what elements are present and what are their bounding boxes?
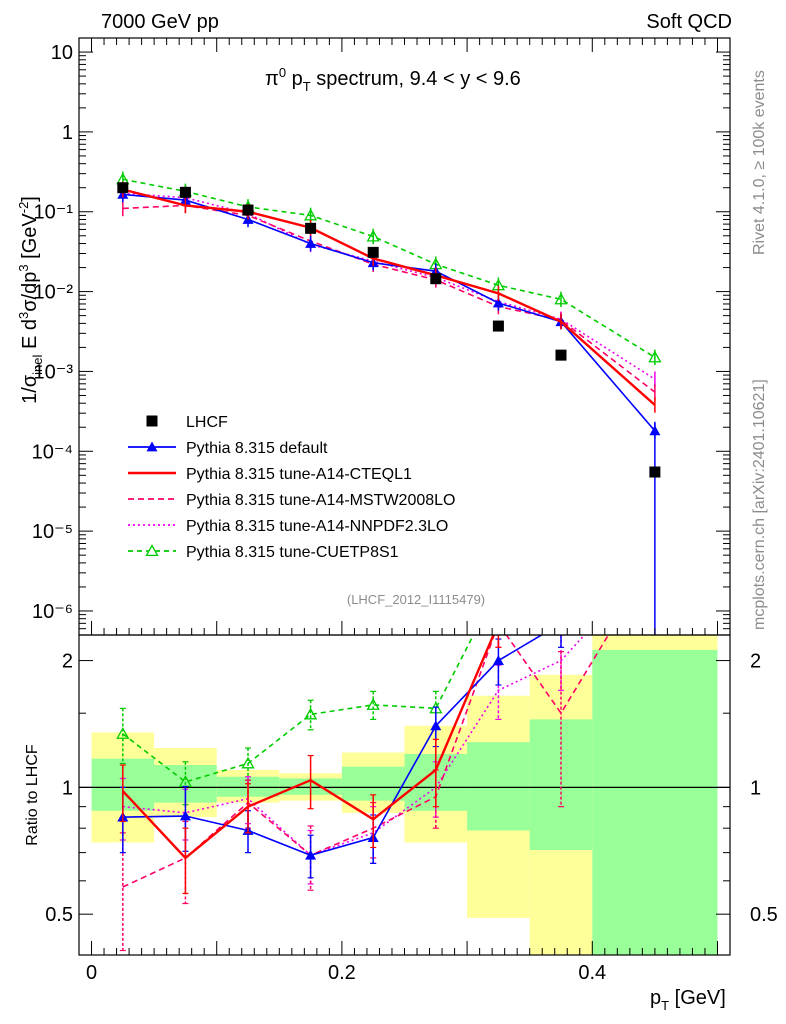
x-tick-label: 0 xyxy=(86,962,97,984)
x-tick-label: 0.2 xyxy=(328,962,356,984)
ratio-y-tick-label-right: 0.5 xyxy=(750,904,778,926)
series-marker xyxy=(554,292,568,305)
legend: LHCF Pythia 8.315 default Pythia 8.315 tun… xyxy=(128,414,455,561)
legend-label: Pythia 8.315 tune-A14-NNPDF2.3LO xyxy=(186,518,448,535)
series-ratio-marker xyxy=(116,726,130,739)
series-marker xyxy=(492,297,504,308)
series-marker xyxy=(648,350,662,363)
ratio-series xyxy=(116,553,610,952)
axes: 10⁻⁶ 10⁻⁵ 10⁻⁴ 10⁻³ 10⁻² 10⁻¹ 1 10 0.5 0.5 1 1 2 2 0 0.… xyxy=(32,37,778,984)
y-tick-label: 10⁻¹ xyxy=(34,202,74,224)
legend-label: Pythia 8.315 default xyxy=(186,440,328,457)
ratio-y-tick-label: 2 xyxy=(62,651,73,673)
legend-marker xyxy=(146,441,158,452)
y-tick-label: 10⁻² xyxy=(34,282,74,304)
main-frame xyxy=(78,37,731,636)
y-tick-label: 1 xyxy=(62,122,73,144)
data-point-lhcf xyxy=(555,349,567,361)
series-ratio-marker xyxy=(492,655,504,665)
chart-title: π0 pT spectrum, 9.4 < y < 9.6 xyxy=(265,65,521,94)
ratio-y-tick-label-right: 1 xyxy=(750,777,761,799)
series-ratio-marker xyxy=(179,810,191,821)
y-axis-label: 1/σinel E d3σ/dp3 [GeV-2] xyxy=(16,196,45,404)
data-point-lhcf xyxy=(649,466,661,478)
ratio-y-tick-label: 0.5 xyxy=(45,904,73,926)
legend-label: Pythia 8.315 tune-CUETP8S1 xyxy=(186,544,399,561)
ratio-y-tick-label-right: 2 xyxy=(750,651,761,673)
legend-label: Pythia 8.315 tune-A14-MSTW2008LO xyxy=(186,492,455,509)
data-point-lhcf xyxy=(117,182,129,194)
band-green-bin xyxy=(467,742,530,831)
series-ratio-marker xyxy=(366,698,380,710)
data-point-lhcf xyxy=(242,204,254,216)
data-point-lhcf xyxy=(367,246,379,258)
y-tick-label: 10 xyxy=(51,42,73,64)
legend-marker xyxy=(145,544,159,557)
series-marker xyxy=(305,238,317,248)
header-right: Soft QCD xyxy=(646,11,732,33)
data-point-lhcf xyxy=(305,222,317,234)
series-ratio-marker xyxy=(241,756,255,769)
data-point-lhcf xyxy=(179,186,191,198)
series-line-main xyxy=(122,193,656,432)
series-marker xyxy=(304,208,318,221)
ratio-y-tick-label: 1 xyxy=(62,777,73,799)
band-green-bin xyxy=(529,719,593,851)
analysis-id: (LHCF_2012_I1115479) xyxy=(347,592,485,607)
data-point-lhcf xyxy=(492,320,504,332)
series-marker xyxy=(366,229,380,242)
y-tick-label: 10⁻⁵ xyxy=(32,521,73,543)
y-tick-label: 10⁻⁶ xyxy=(32,601,73,623)
legend-label-lhcf: LHCF xyxy=(186,414,228,431)
series-line-main xyxy=(122,192,656,380)
y-tick-label: 10⁻³ xyxy=(34,361,74,383)
series-line-main xyxy=(122,188,656,406)
series-ratio-marker xyxy=(555,618,566,628)
header-left: 7000 GeV pp xyxy=(101,11,219,33)
ratio-uncertainty-bands xyxy=(79,635,730,955)
main-series xyxy=(116,171,662,635)
series-line-main xyxy=(122,204,656,393)
series-ratio-marker xyxy=(304,707,318,720)
series-ratio-marker xyxy=(305,849,317,860)
y-tick-label: 10⁻⁴ xyxy=(32,441,73,463)
series-ratio-marker xyxy=(493,581,504,591)
x-axis-label: pT [GeV] xyxy=(650,987,726,1013)
mcplots-label: mcplots.cern.ch [arXiv:2401.10621] xyxy=(751,379,768,630)
series-ratio-marker xyxy=(430,720,442,731)
x-tick-label: 0.4 xyxy=(578,962,606,984)
series-ratio-marker xyxy=(555,553,566,563)
ratio-y-axis-label: Ratio to LHCF xyxy=(24,744,41,846)
legend-marker-lhcf xyxy=(146,415,158,427)
series-line-main xyxy=(122,178,656,359)
band-green-bin xyxy=(592,649,718,955)
legend-label: Pythia 8.315 tune-A14-CTEQL1 xyxy=(186,466,412,483)
rivet-label: Rivet 4.1.0, ≥ 100k events xyxy=(751,70,768,255)
data-point-lhcf xyxy=(430,273,442,285)
series-line-ratio xyxy=(122,635,475,783)
